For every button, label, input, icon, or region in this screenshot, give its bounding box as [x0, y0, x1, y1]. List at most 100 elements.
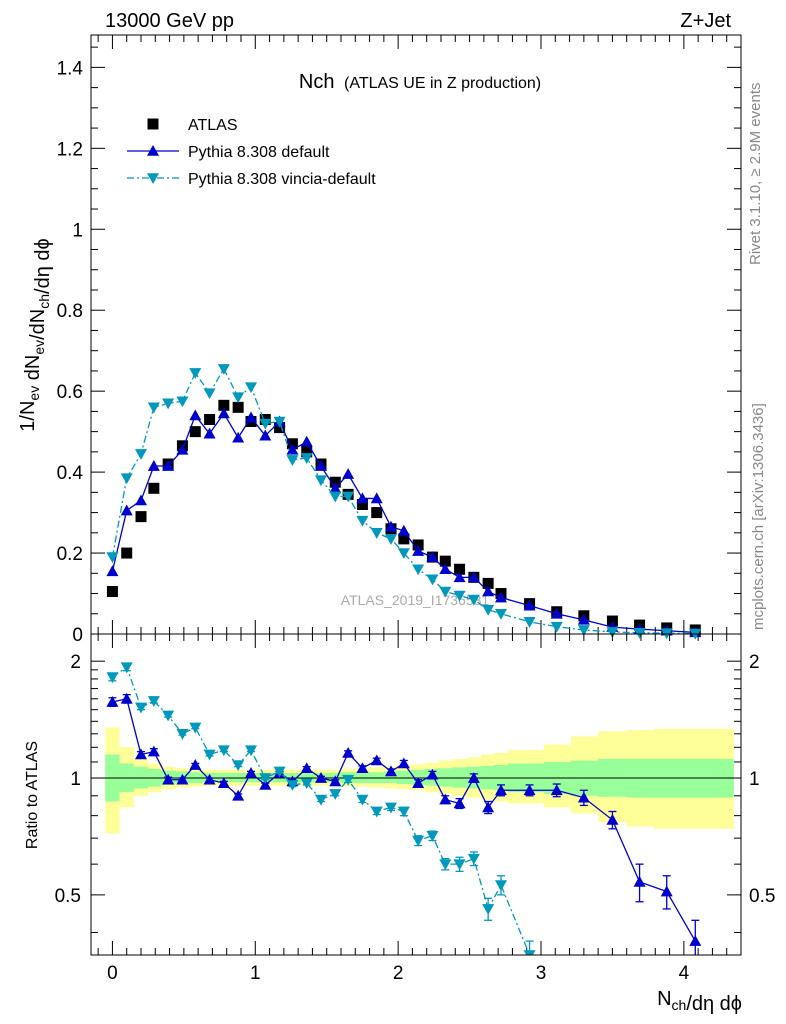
data-point-triangle-up — [106, 695, 119, 707]
ratio-y-tick-label-right: 0.5 — [749, 886, 775, 907]
data-point-triangle-up — [342, 468, 355, 479]
data-point-triangle-down — [426, 574, 439, 586]
data-point-triangle-up — [397, 757, 410, 769]
ratio-panel-series — [106, 662, 702, 955]
data-point-triangle-down — [147, 402, 160, 414]
data-point-square — [329, 476, 341, 488]
data-point-triangle-down — [147, 173, 159, 184]
ratio-panel-ticks: 0.5 0.5 1 1 2 2 0 1 2 3 4 — [55, 634, 775, 984]
data-point-triangle-up — [356, 492, 369, 504]
main-y-axis-label: 1/Nev dNev/dNch/dη dϕ — [17, 238, 54, 431]
ratio-series-1 — [106, 662, 536, 955]
data-point-triangle-up — [342, 747, 355, 758]
data-point-triangle-down — [162, 710, 175, 722]
x-tick-label: 2 — [393, 963, 404, 984]
data-point-triangle-down — [245, 382, 257, 394]
data-point-triangle-up — [176, 773, 189, 785]
data-point-triangle-down — [300, 453, 313, 464]
data-point-triangle-down — [412, 564, 425, 576]
chart-title: Nch (ATLAS UE in Z production) — [299, 71, 541, 93]
data-point-triangle-up — [577, 791, 590, 803]
data-point-triangle-down — [135, 702, 147, 714]
data-point-triangle-up — [189, 409, 202, 421]
data-point-triangle-up — [300, 762, 313, 774]
data-point-triangle-up — [315, 460, 327, 471]
data-point-triangle-up — [203, 427, 216, 439]
data-point-triangle-up — [147, 460, 160, 471]
data-point-triangle-up — [232, 431, 245, 443]
data-point-triangle-down — [106, 672, 119, 684]
data-point-triangle-up — [439, 563, 452, 575]
data-point-square — [398, 533, 410, 545]
data-point-triangle-down — [329, 491, 342, 503]
data-point-triangle-down — [523, 950, 536, 955]
data-point-triangle-up — [550, 607, 563, 619]
data-point-triangle-down — [217, 364, 230, 375]
x-tick-label: 3 — [536, 963, 547, 984]
data-point-triangle-up — [426, 551, 439, 562]
data-point-triangle-up — [232, 789, 245, 801]
data-point-triangle-down — [329, 789, 342, 800]
main-y-tick-label: 1 — [72, 220, 83, 241]
data-point-square — [439, 555, 451, 567]
data-point-triangle-down — [286, 780, 299, 791]
x-tick-label: 0 — [107, 963, 118, 984]
main-y-tick-label: 0.8 — [57, 301, 83, 322]
main-y-tick-label: 0.2 — [57, 544, 83, 565]
data-point-triangle-down — [356, 794, 369, 806]
data-point-triangle-up — [203, 773, 216, 785]
data-point-square — [482, 577, 494, 589]
ratio-y-tick-label: 2 — [70, 652, 81, 673]
data-point-triangle-up — [286, 443, 299, 455]
data-point-triangle-down — [523, 617, 536, 628]
data-point-triangle-up — [147, 145, 159, 156]
series-line — [111, 367, 696, 635]
data-point-triangle-up — [482, 801, 495, 813]
data-point-triangle-up — [135, 748, 147, 760]
data-point-triangle-up — [356, 762, 369, 774]
data-point-triangle-down — [342, 491, 355, 503]
data-point-triangle-up — [259, 778, 272, 790]
data-point-triangle-up — [633, 875, 646, 887]
data-point-square — [148, 482, 160, 494]
data-point-triangle-down — [482, 904, 495, 915]
ratio-y-axis-label: Ratio to ATLAS — [24, 741, 41, 849]
data-point-triangle-down — [120, 662, 133, 674]
legend-item: ATLAS — [147, 117, 238, 134]
mcplots-label: mcplots.cern.ch [arXiv:1306.3436] — [750, 403, 767, 630]
ratio-y-tick-label-right: 2 — [749, 652, 760, 673]
watermark-label: ATLAS_2019_I1736531 — [341, 592, 490, 608]
data-point-triangle-down — [606, 627, 619, 638]
data-point-triangle-up — [370, 754, 383, 766]
data-point-triangle-up — [162, 460, 175, 471]
data-point-square — [106, 586, 118, 598]
data-point-triangle-down — [439, 859, 452, 871]
main-y-tick-label: 1.2 — [57, 139, 83, 160]
legend: ATLAS Pythia 8.308 default Pythia 8.308 vi… — [127, 117, 376, 188]
data-point-triangle-up — [329, 482, 342, 494]
data-point-square — [454, 563, 466, 575]
main-y-tick-label: 0.6 — [57, 382, 83, 403]
data-point-square — [189, 426, 201, 438]
data-point-triangle-down — [467, 853, 480, 865]
data-point-triangle-up — [120, 692, 133, 704]
main-y-tick-label: 0 — [72, 625, 83, 646]
data-point-triangle-down — [217, 745, 230, 757]
data-point-triangle-up — [245, 411, 257, 423]
data-point-triangle-up — [162, 773, 175, 785]
data-point-triangle-down — [426, 830, 439, 842]
data-point-triangle-down — [370, 528, 383, 539]
data-point-triangle-up — [189, 759, 202, 770]
data-point-triangle-up — [135, 494, 147, 506]
data-point-triangle-down — [120, 473, 133, 485]
data-point-triangle-down — [439, 586, 452, 598]
data-point-triangle-down — [633, 627, 646, 639]
data-point-square — [121, 547, 133, 559]
data-point-square — [356, 498, 368, 510]
data-point-triangle-up — [523, 784, 536, 796]
data-point-triangle-down — [550, 621, 563, 633]
data-point-triangle-up — [495, 591, 507, 603]
data-point-triangle-up — [176, 443, 189, 455]
data-point-triangle-up — [577, 613, 590, 625]
